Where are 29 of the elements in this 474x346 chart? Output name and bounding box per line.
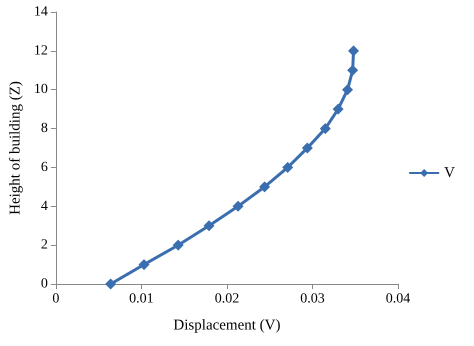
point (282, 162, 294, 173)
x-tick-label: 0.03 (300, 292, 325, 306)
x-tick-label: 0.02 (214, 292, 240, 306)
x-tick-label: 0 (52, 292, 60, 306)
y-tick-label: 2 (40, 238, 48, 253)
point (302, 142, 313, 154)
y-tick-label: 6 (40, 160, 48, 175)
point (172, 240, 184, 251)
y-tick-label: 0 (40, 276, 48, 292)
point (138, 259, 150, 270)
y-tick-label: 12 (34, 43, 48, 58)
x-tick-label: 0.04 (386, 292, 410, 306)
y-tick-label: 10 (34, 82, 48, 98)
x-tick-label: 0.01 (129, 292, 154, 306)
point (203, 220, 214, 232)
point (232, 200, 244, 212)
y-axis-title: Height of building (Z) (8, 81, 24, 215)
point (348, 45, 360, 56)
point (320, 123, 331, 134)
point (347, 64, 358, 76)
point (105, 278, 116, 290)
point (332, 104, 344, 115)
point (342, 84, 354, 96)
legend-label: V (444, 165, 456, 181)
x-axis-title: Displacement (V) (173, 318, 280, 334)
y-tick-label: 14 (34, 4, 48, 20)
y-tick-label: 4 (40, 198, 48, 214)
point (259, 181, 270, 192)
y-tick-label: 8 (40, 121, 48, 136)
